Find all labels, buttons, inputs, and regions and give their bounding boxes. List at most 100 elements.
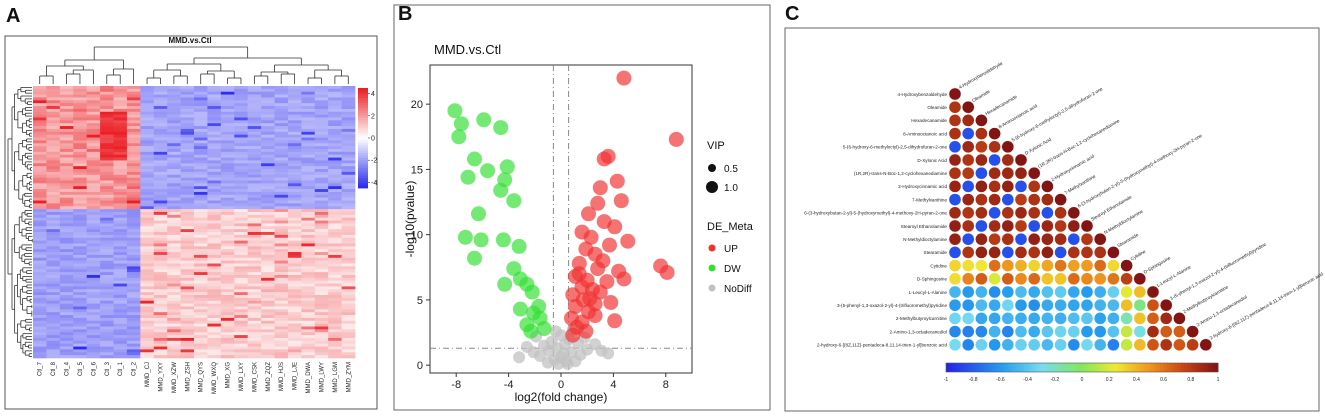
legend-size-marker-large — [706, 181, 718, 193]
y-tick-label: 10 — [411, 230, 423, 242]
heatmap-cell — [167, 295, 181, 299]
heatmap-cell — [59, 320, 74, 324]
heatmap-cell — [261, 197, 275, 201]
heatmap-cell — [234, 220, 248, 224]
heatmap-cell — [328, 160, 342, 164]
heatmap-cell — [113, 180, 128, 184]
correlation-row-label: (1R,2R)-trans-N-Boc-1,2-cyclohexanediami… — [854, 171, 948, 176]
heatmap-cell — [140, 163, 155, 167]
heatmap-cell — [287, 163, 302, 167]
heatmap-cell — [46, 240, 61, 244]
correlation-cell — [1067, 325, 1081, 338]
heatmap-cell — [126, 292, 141, 296]
heatmap-cell — [328, 289, 342, 293]
heatmap-cell — [194, 174, 208, 178]
correlation-row-label: Oleamide — [927, 105, 947, 110]
heatmap-cell — [194, 111, 208, 115]
heatmap-cell — [59, 100, 74, 104]
heatmap-cell — [328, 183, 342, 187]
heatmap-cell — [341, 114, 356, 118]
correlation-cell — [1001, 259, 1015, 272]
correlation-cell — [1041, 219, 1054, 233]
heatmap-cell — [33, 137, 47, 141]
correlation-cell — [988, 338, 1001, 352]
heatmap-cell — [33, 117, 47, 121]
heatmap-cell — [86, 169, 101, 173]
heatmap-cell — [341, 286, 356, 290]
heatmap-cell — [100, 134, 114, 138]
heatmap-cell — [341, 171, 356, 176]
heatmap-cell — [113, 349, 128, 353]
correlation-row-label: 7-Methylxanthine — [912, 197, 947, 202]
heatmap-cell — [167, 194, 181, 198]
heatmap-cell — [314, 177, 329, 181]
heatmap-cell — [59, 277, 74, 281]
volcano-point-nodiff — [557, 347, 570, 360]
volcano-point-dw — [536, 321, 552, 337]
heatmap-cell — [100, 103, 114, 107]
legend-size-marker-small — [708, 164, 716, 172]
heatmap-cell — [328, 211, 342, 216]
correlation-cell — [1146, 285, 1160, 299]
heatmap-cell — [86, 180, 101, 184]
heatmap-cell — [341, 97, 356, 101]
heatmap-cell — [220, 340, 235, 344]
correlation-cell — [975, 206, 988, 220]
heatmap-cell — [328, 306, 342, 310]
heatmap-cell — [274, 263, 289, 267]
heatmap-cell — [341, 206, 356, 210]
heatmap-cell — [113, 246, 128, 250]
heatmap-cell — [247, 323, 262, 327]
heatmap-cell — [113, 237, 128, 241]
heatmap-cell — [46, 283, 61, 287]
heatmap-cell — [274, 297, 289, 302]
heatmap-cell — [59, 337, 74, 342]
heatmap-cell — [126, 352, 141, 356]
correlation-cell — [988, 246, 1001, 259]
heatmap-cell — [113, 277, 128, 281]
heatmap-cell — [180, 332, 195, 336]
colorbar-step — [1156, 363, 1161, 372]
heatmap-cell — [86, 120, 101, 124]
heatmap-cell — [194, 163, 208, 167]
heatmap-cell — [140, 103, 155, 107]
heatmap-cell — [194, 263, 208, 267]
correlation-row-label: 5-(6-hydroxy-6-methyloctyl)-2,5-dihydrof… — [843, 145, 948, 150]
heatmap-cell — [33, 323, 47, 327]
correlation-cell — [1080, 219, 1094, 233]
heatmap-cell — [140, 157, 155, 161]
heatmap-cell — [100, 272, 114, 276]
heatmap-cell — [86, 249, 101, 253]
heatmap-cell — [314, 100, 329, 104]
heatmap-cell — [167, 126, 181, 130]
heatmap-cell — [234, 254, 248, 259]
heatmap-cell — [59, 272, 74, 276]
correlation-cell — [1027, 246, 1041, 259]
heatmap-cell — [287, 229, 302, 233]
heatmap-cell — [314, 315, 329, 319]
heatmap-cell — [234, 283, 248, 287]
heatmap-cell — [113, 254, 128, 259]
heatmap-cell — [59, 240, 74, 244]
volcano-point-up — [602, 237, 617, 253]
heatmap-cell — [301, 229, 316, 233]
heatmap-cell — [287, 349, 302, 353]
heatmap-cell — [33, 349, 47, 353]
heatmap-cell — [180, 91, 195, 95]
heatmap-cell — [153, 340, 168, 344]
volcano-point-up — [565, 327, 581, 343]
heatmap-cell — [287, 274, 302, 279]
correlation-cell — [961, 338, 975, 352]
heatmap-cell — [220, 226, 235, 230]
heatmap-cell — [207, 340, 222, 344]
correlation-cell — [1080, 338, 1094, 352]
heatmap-cell — [220, 189, 235, 193]
heatmap-cell — [207, 211, 222, 216]
heatmap-cell — [100, 274, 114, 279]
legend-tick-label: 2 — [371, 113, 375, 120]
heatmap-cell — [328, 223, 342, 227]
heatmap-cell — [59, 157, 74, 161]
heatmap-cell — [194, 117, 208, 121]
heatmap-cell — [113, 194, 128, 198]
heatmap-cell — [287, 94, 302, 98]
